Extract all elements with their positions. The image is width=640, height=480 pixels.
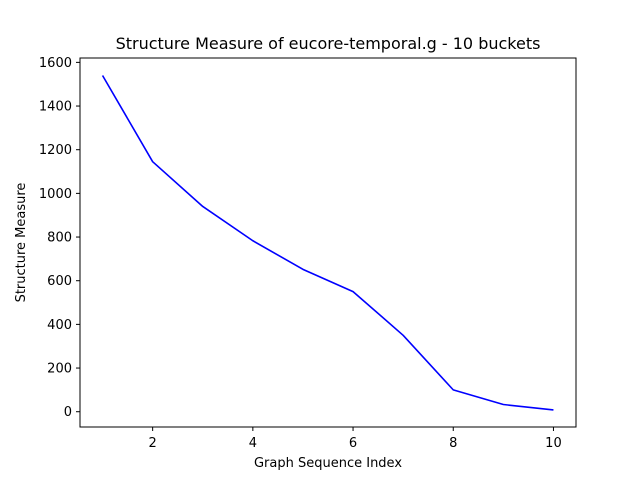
x-tick-label: 6 [349,436,357,451]
y-tick-label: 0 [64,405,72,420]
y-tick-label: 1000 [39,187,72,202]
y-tick-label: 200 [47,362,72,377]
x-axis-label: Graph Sequence Index [254,456,402,471]
y-axis: 0 200 400 600 800 1000 1200 1400 1600 [39,56,80,420]
x-tick-label: 8 [449,436,457,451]
y-tick-label: 400 [47,318,72,333]
y-axis-label: Structure Measure [14,183,29,303]
x-tick-label: 4 [249,436,257,451]
y-tick-label: 800 [47,231,72,246]
y-tick-label: 1400 [39,100,72,115]
plot-area [79,57,577,428]
y-tick-label: 1200 [39,143,72,158]
series-layer [101,75,554,411]
y-tick-label: 600 [47,274,72,289]
series-line [101,75,554,411]
x-axis: 2 4 6 8 10 [149,427,562,451]
chart-title: Structure Measure of eucore-temporal.g -… [116,34,541,53]
y-tick-label: 1600 [39,56,72,71]
x-tick-label: 2 [149,436,157,451]
x-tick-label: 10 [545,436,562,451]
